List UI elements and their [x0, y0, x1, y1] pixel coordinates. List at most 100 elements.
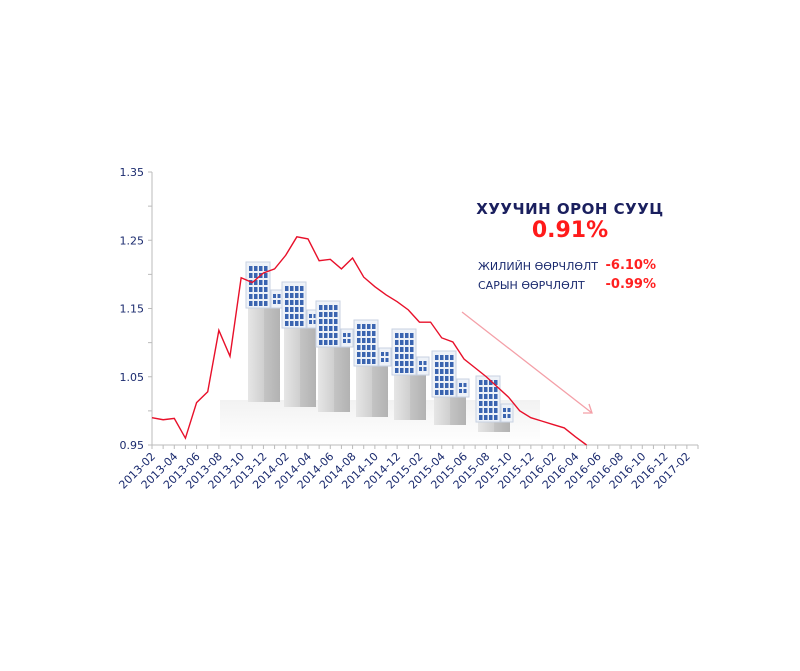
building-window [295, 286, 299, 291]
building-window [484, 380, 488, 385]
building-window [395, 333, 399, 338]
building-window [319, 333, 323, 338]
building-window [254, 287, 258, 292]
building-window [300, 307, 304, 312]
building-window [419, 361, 422, 365]
building-window [273, 294, 276, 298]
building-window [410, 340, 414, 345]
building-window [362, 324, 366, 329]
pillar-side [334, 347, 350, 412]
building-window [410, 333, 414, 338]
building-window [290, 314, 294, 319]
building-window [450, 390, 454, 395]
building-window [300, 300, 304, 305]
building-window [334, 312, 338, 317]
building-window [264, 273, 268, 278]
building-window [362, 352, 366, 357]
building-window [295, 321, 299, 326]
building-window [334, 326, 338, 331]
trend-arrowhead [583, 403, 593, 414]
building-small [456, 378, 470, 398]
building-small [416, 356, 430, 376]
building-window [400, 340, 404, 345]
building-window [484, 415, 488, 420]
building-window [479, 380, 483, 385]
building-window [507, 414, 511, 418]
building-window [405, 354, 409, 359]
building-window [300, 293, 304, 298]
pillar-side [300, 328, 316, 407]
building-window [362, 359, 366, 364]
building-window [324, 319, 328, 324]
building-window [484, 387, 488, 392]
building-window [329, 319, 333, 324]
building-window [334, 305, 338, 310]
building-window [254, 294, 258, 299]
chart-title: ХУУЧИН ОРОН СУУЦ [476, 200, 664, 218]
building-window [254, 273, 258, 278]
building-window [400, 354, 404, 359]
building-window [435, 362, 439, 367]
building-window [357, 345, 361, 350]
building-window [309, 314, 312, 318]
pillar-side [372, 366, 388, 417]
building-window [440, 376, 444, 381]
building-window [372, 331, 376, 336]
building-window [290, 293, 294, 298]
y-tick-label: 1.35 [120, 166, 145, 179]
building-window [435, 376, 439, 381]
building-window [343, 339, 346, 343]
building-window [295, 307, 299, 312]
building-window [319, 305, 323, 310]
building-window [249, 294, 253, 299]
building-window [440, 369, 444, 374]
building-window [329, 333, 333, 338]
building-illustration [220, 261, 540, 445]
building-window [285, 300, 289, 305]
building-window [445, 376, 449, 381]
building-window [300, 314, 304, 319]
building-window [494, 408, 498, 413]
building-window [259, 301, 263, 306]
building-window [494, 387, 498, 392]
y-tick-label: 1.05 [120, 371, 145, 384]
pillar-face [356, 366, 372, 417]
building-window [254, 280, 258, 285]
building-window [324, 312, 328, 317]
building-window [329, 340, 333, 345]
y-tick-label: 1.15 [120, 303, 145, 316]
building-window [285, 321, 289, 326]
building-window [410, 354, 414, 359]
building-window [347, 339, 351, 343]
building-window [494, 380, 498, 385]
building-window [313, 314, 317, 318]
building-window [362, 331, 366, 336]
building-window [254, 301, 258, 306]
building-window [405, 333, 409, 338]
building-window [290, 300, 294, 305]
building-window [319, 319, 323, 324]
building-window [381, 352, 384, 356]
building-window [329, 305, 333, 310]
building-window [357, 359, 361, 364]
building-window [450, 355, 454, 360]
building-window [423, 361, 427, 365]
building-window [259, 287, 263, 292]
pillar-side [264, 308, 280, 402]
building-window [489, 380, 493, 385]
building-window [254, 266, 258, 271]
building-small [378, 347, 392, 367]
building-window [440, 390, 444, 395]
annual-change-label: ЖИЛИЙН ӨӨРЧЛӨЛТ [478, 260, 598, 273]
building-window [319, 340, 323, 345]
building-window [423, 367, 427, 371]
building-window [372, 324, 376, 329]
building-window [277, 294, 281, 298]
building-window [300, 286, 304, 291]
monthly-change-label: САРЫН ӨӨРЧЛӨЛТ [478, 279, 585, 292]
building-window [445, 369, 449, 374]
building-window [440, 383, 444, 388]
building-window [362, 338, 366, 343]
building-window [277, 300, 281, 304]
building-window [395, 361, 399, 366]
